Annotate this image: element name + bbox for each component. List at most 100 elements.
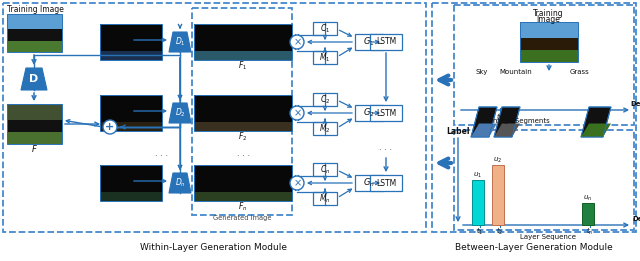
Polygon shape	[581, 107, 611, 137]
Bar	[194, 165, 292, 201]
Bar	[492, 165, 504, 225]
Polygon shape	[21, 68, 47, 90]
Bar	[100, 122, 162, 131]
Bar	[192, 8, 292, 215]
Text: Training Image: Training Image	[6, 5, 63, 15]
Bar	[582, 203, 594, 225]
Circle shape	[103, 120, 117, 134]
Text: $u_2$: $u_2$	[493, 155, 502, 165]
Bar	[454, 5, 634, 125]
Text: $C_n$: $C_n$	[320, 163, 330, 176]
Polygon shape	[581, 123, 611, 137]
Text: Generated Image: Generated Image	[212, 215, 271, 221]
Text: Image: Image	[536, 15, 560, 25]
Bar	[454, 130, 634, 230]
Bar	[313, 192, 337, 205]
Bar	[194, 192, 292, 201]
Polygon shape	[494, 107, 520, 137]
Text: Between-Layer Generation Module: Between-Layer Generation Module	[455, 242, 613, 252]
Bar	[194, 24, 292, 60]
Polygon shape	[169, 173, 191, 193]
Circle shape	[290, 106, 304, 120]
Bar	[313, 163, 337, 176]
Text: $G_n$: $G_n$	[363, 177, 375, 189]
Bar	[520, 38, 578, 50]
Polygon shape	[169, 32, 191, 52]
Circle shape	[290, 35, 304, 49]
Bar	[194, 122, 292, 131]
Text: Depth: Depth	[630, 101, 640, 107]
Bar	[313, 51, 337, 64]
Text: D: D	[29, 74, 38, 84]
Text: Layer Sequence: Layer Sequence	[520, 234, 576, 240]
Text: $\times$: $\times$	[292, 178, 301, 188]
Bar	[100, 192, 162, 201]
Text: LSTM: LSTM	[376, 179, 396, 187]
Bar	[100, 24, 162, 51]
Text: Within-Layer Generation Module: Within-Layer Generation Module	[140, 242, 287, 252]
Text: $u_1$: $u_1$	[474, 170, 483, 180]
Bar	[100, 165, 162, 201]
Text: $D_1$: $D_1$	[175, 36, 186, 48]
Text: $\it{F_1}$: $\it{F_1}$	[238, 60, 248, 72]
Text: . . .: . . .	[237, 149, 251, 157]
Text: Sky: Sky	[476, 69, 488, 75]
Text: . . .: . . .	[380, 144, 392, 152]
Polygon shape	[471, 107, 497, 137]
Bar	[100, 165, 162, 192]
Bar	[7, 41, 62, 52]
Bar	[313, 122, 337, 135]
Text: Mountain: Mountain	[499, 69, 532, 75]
Bar	[7, 29, 62, 41]
Text: $t_1$: $t_1$	[476, 226, 484, 237]
Text: $\times$: $\times$	[292, 108, 301, 118]
Bar	[520, 22, 578, 62]
Polygon shape	[494, 123, 520, 137]
Bar	[194, 165, 292, 192]
Text: $t_1$: $t_1$	[476, 111, 484, 123]
Bar	[100, 24, 162, 60]
Bar	[7, 104, 62, 144]
Bar	[432, 3, 636, 232]
Bar	[194, 95, 292, 122]
Bar	[194, 24, 292, 51]
Bar	[194, 51, 292, 60]
Bar	[370, 105, 402, 121]
Text: $\it{F_n}$: $\it{F_n}$	[238, 201, 248, 213]
Bar	[7, 120, 62, 132]
Bar	[313, 22, 337, 35]
Bar	[355, 105, 383, 121]
Circle shape	[290, 176, 304, 190]
Text: $\it{F_2}$: $\it{F_2}$	[238, 131, 248, 143]
Bar	[100, 51, 162, 60]
Bar	[520, 50, 578, 62]
Text: $t_n$: $t_n$	[586, 111, 594, 123]
Text: $\times$: $\times$	[292, 37, 301, 47]
Text: LSTM: LSTM	[376, 109, 396, 117]
Bar	[7, 132, 62, 144]
Text: Label: Label	[446, 128, 470, 137]
Bar	[3, 3, 426, 232]
Text: $C_2$: $C_2$	[320, 93, 330, 106]
Text: . . .: . . .	[156, 149, 168, 157]
Polygon shape	[169, 103, 191, 123]
Text: $t_2$: $t_2$	[497, 226, 504, 237]
Bar	[370, 175, 402, 191]
Bar	[370, 34, 402, 50]
Text: $\it{F}$: $\it{F}$	[31, 144, 38, 155]
Text: $D_n$: $D_n$	[175, 177, 186, 189]
Text: $u_n$: $u_n$	[584, 193, 593, 203]
Text: Image Segments: Image Segments	[491, 118, 549, 124]
Bar	[100, 95, 162, 122]
Text: $M_n$: $M_n$	[319, 192, 331, 205]
Text: $C_1$: $C_1$	[320, 22, 330, 35]
Text: Depth: Depth	[632, 216, 640, 222]
Text: $D_2$: $D_2$	[175, 107, 186, 119]
Bar	[7, 104, 62, 120]
Text: $t_n$: $t_n$	[586, 226, 594, 237]
Bar	[7, 14, 62, 52]
Text: LSTM: LSTM	[376, 38, 396, 46]
Bar	[194, 95, 292, 131]
Text: $M_2$: $M_2$	[319, 122, 331, 135]
Bar	[355, 34, 383, 50]
